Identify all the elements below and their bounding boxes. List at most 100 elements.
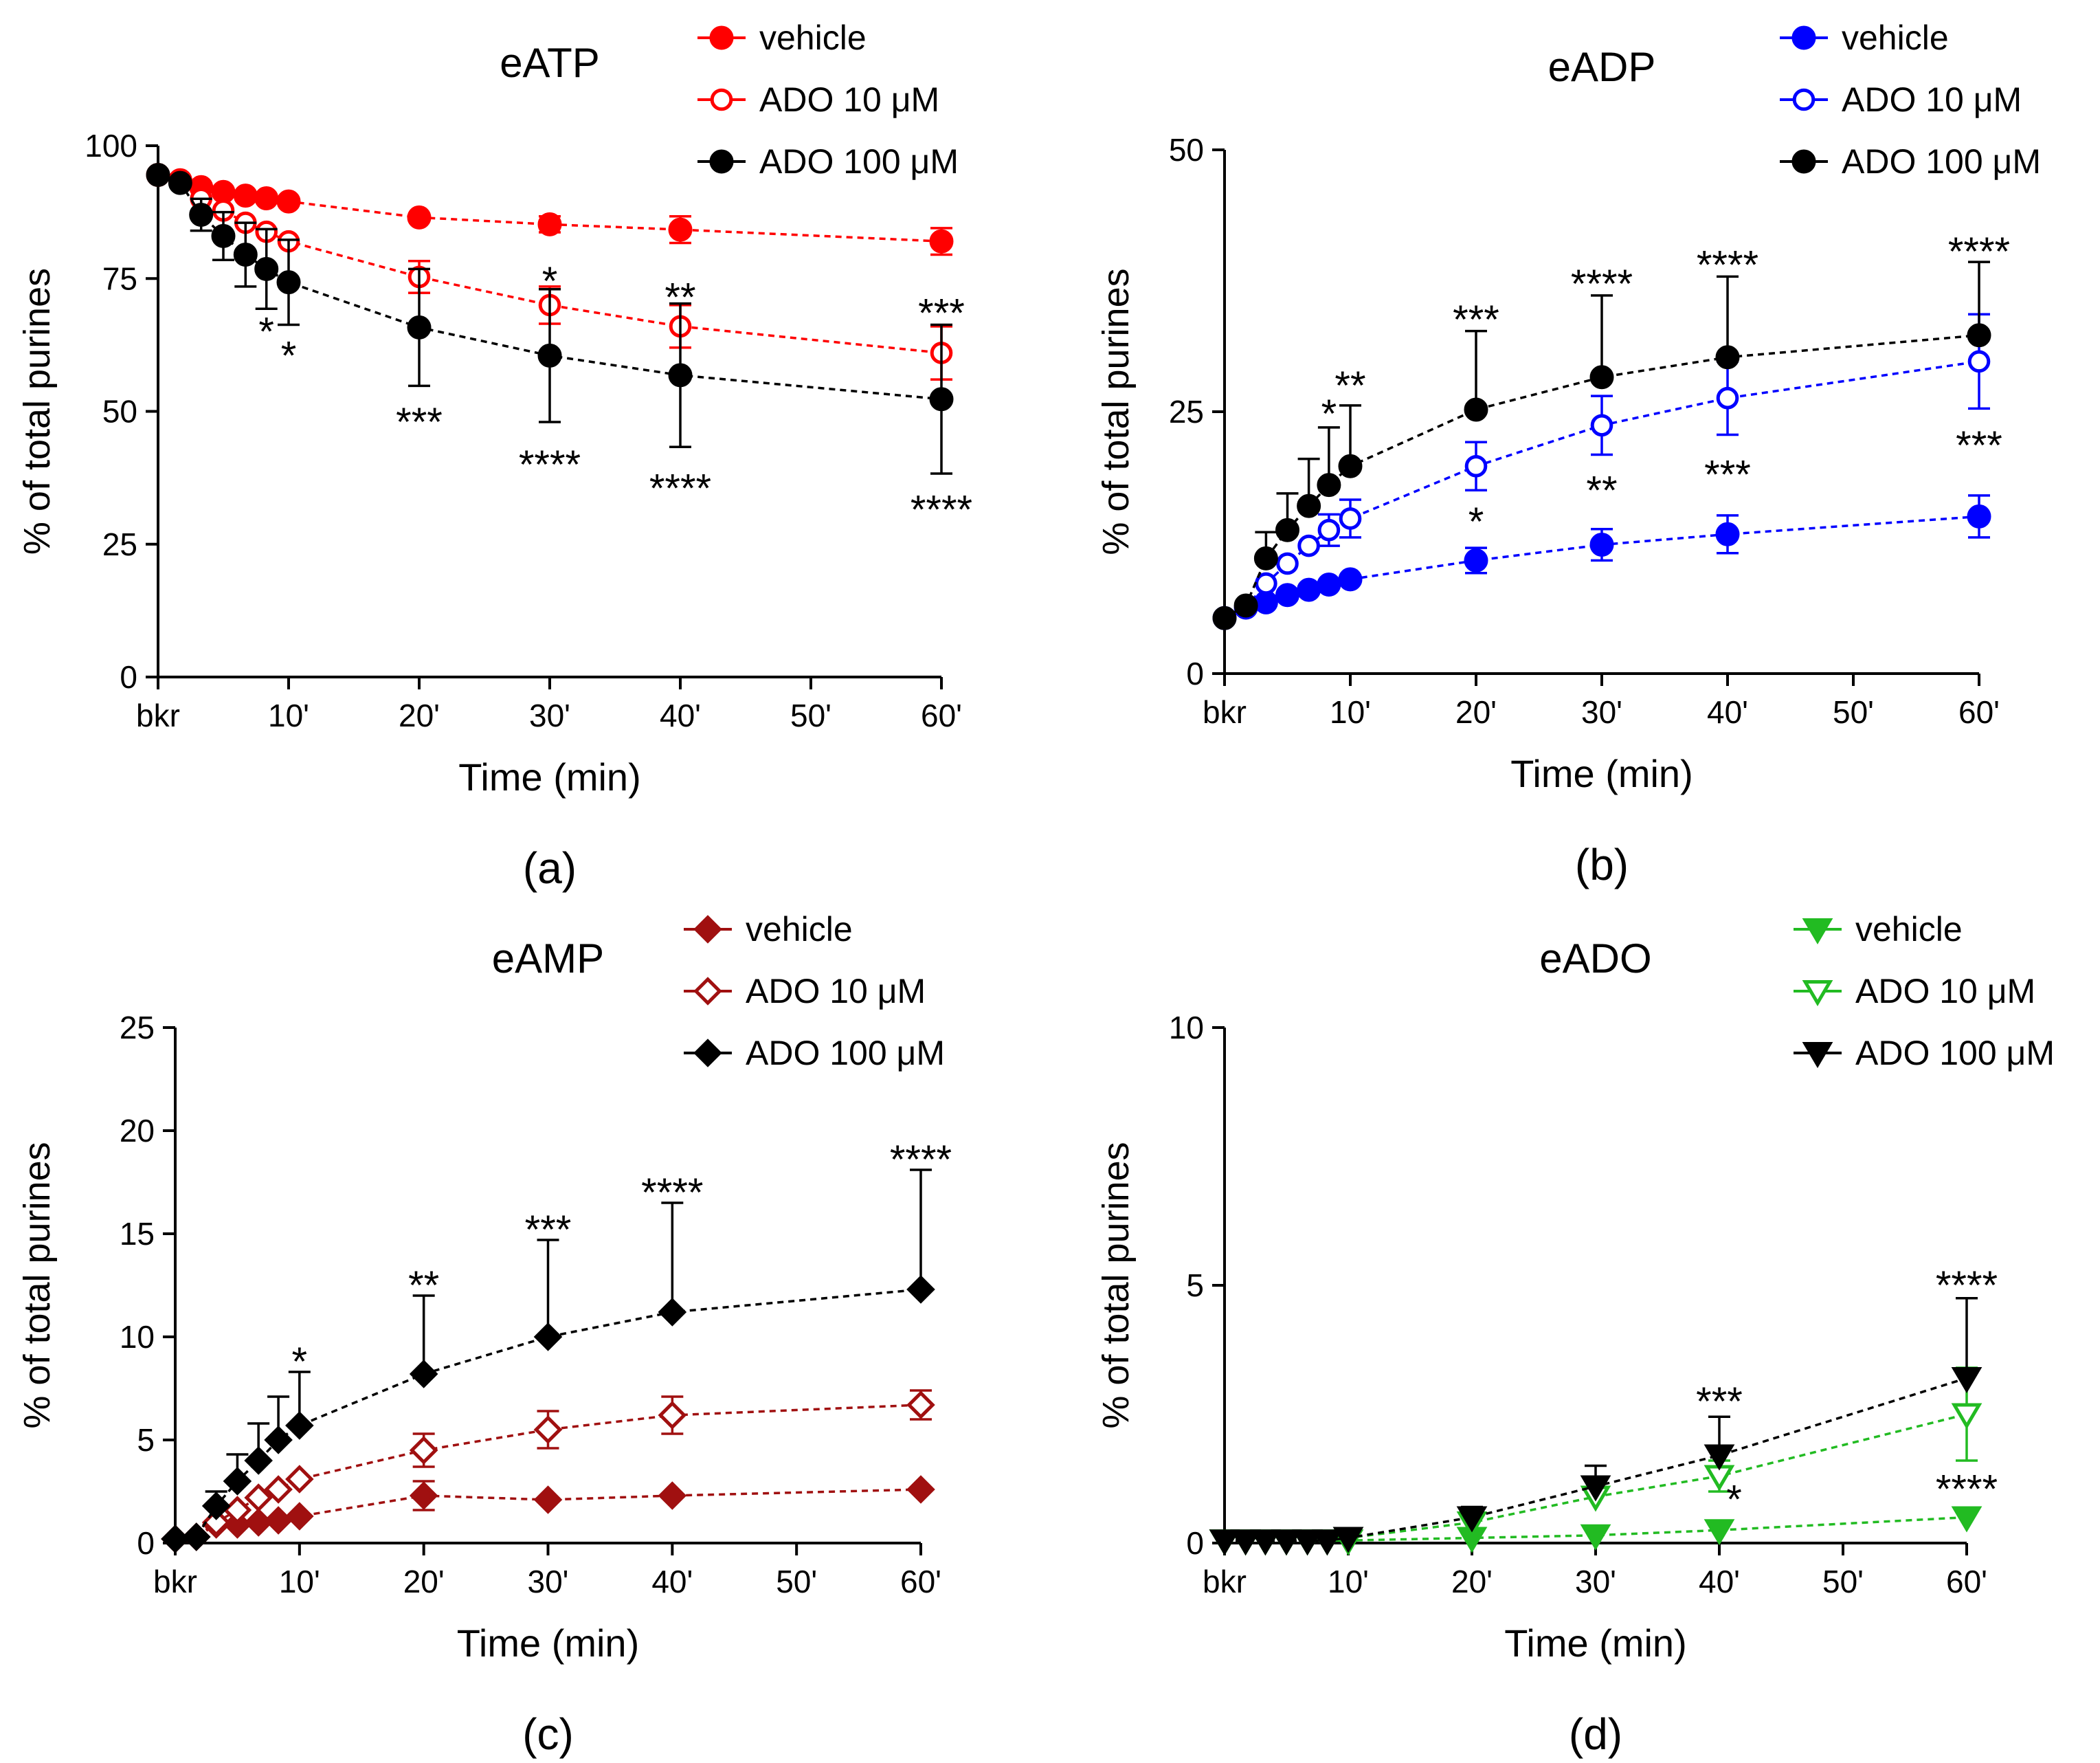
- data-point: [537, 343, 562, 368]
- data-point: [1464, 454, 1488, 478]
- data-point: [409, 1360, 438, 1388]
- data-point: [276, 189, 301, 214]
- legend-label: vehicle: [1842, 19, 1949, 57]
- series-2: [1209, 1297, 1982, 1556]
- y-tick-label: 25: [102, 526, 137, 562]
- x-tick-label: 30': [1575, 1564, 1616, 1599]
- legend: vehicle ADO 10 μM ADO 100 μM: [1780, 19, 2041, 181]
- data-point: [1580, 1524, 1611, 1551]
- panel-3: 0 5 10 bkr 10' 20' 30' 40' 50' 60' Time (min) % of …: [1095, 910, 2055, 1759]
- legend-label: ADO 100 μM: [746, 1034, 945, 1072]
- data-point: [1297, 577, 1321, 602]
- y-tick-label: 10: [1169, 1010, 1204, 1045]
- legend-label: vehicle: [1855, 910, 1963, 949]
- y-axis-label: % of total purines: [1095, 1142, 1137, 1428]
- data-point: [1253, 546, 1278, 570]
- y-tick-label: 75: [102, 260, 137, 296]
- legend-marker: [693, 915, 722, 944]
- legend-marker: [709, 149, 734, 174]
- significance-label: ****: [1697, 243, 1758, 288]
- series-line: [1224, 334, 1980, 619]
- x-tick-label: 60': [900, 1564, 941, 1599]
- y-tick-label: 0: [120, 659, 137, 695]
- data-point: [1704, 1444, 1735, 1471]
- data-point: [285, 1502, 314, 1531]
- data-point: [1967, 350, 1991, 373]
- chart-title: eATP: [500, 40, 600, 86]
- data-point: [1951, 1403, 1982, 1430]
- y-tick-label: 100: [85, 128, 137, 164]
- y-tick-label: 10: [120, 1319, 155, 1355]
- panel-label: (c): [522, 1709, 574, 1759]
- x-tick-label: 30': [529, 698, 570, 733]
- data-point: [233, 184, 258, 208]
- x-tick-label: bkr: [153, 1564, 197, 1599]
- x-tick-label: 20': [403, 1564, 445, 1599]
- data-point: [1715, 345, 1740, 370]
- significance-label: *: [281, 333, 297, 378]
- data-point: [906, 1275, 935, 1304]
- data-point: [264, 1506, 293, 1535]
- x-tick-label: 60': [1958, 694, 2000, 730]
- significance-label: ****: [890, 1138, 952, 1182]
- data-point: [1253, 590, 1278, 614]
- data-point: [1292, 1529, 1323, 1556]
- legend: vehicle ADO 10 μM ADO 100 μM: [697, 19, 959, 181]
- x-axis-label: Time (min): [1504, 1621, 1686, 1665]
- significance-label: ***: [1696, 1379, 1743, 1424]
- data-point: [1276, 552, 1299, 575]
- legend-marker: [1802, 1042, 1833, 1069]
- x-tick-label: 20': [1451, 1564, 1493, 1599]
- significance-label: ****: [911, 488, 972, 533]
- data-point: [223, 1510, 252, 1539]
- data-point: [1338, 454, 1363, 478]
- data-point: [254, 186, 279, 211]
- y-tick-label: 25: [1169, 394, 1204, 430]
- data-point: [1704, 1519, 1735, 1546]
- data-point: [409, 1481, 438, 1510]
- x-tick-label: 10': [279, 1564, 320, 1599]
- panel-label: (d): [1569, 1709, 1622, 1759]
- y-axis-label: % of total purines: [16, 1142, 58, 1428]
- data-point: [1297, 494, 1321, 518]
- x-tick-label: bkr: [136, 698, 180, 733]
- y-tick-label: 5: [1186, 1267, 1204, 1303]
- data-point: [407, 315, 432, 340]
- legend-label: ADO 10 μM: [1842, 80, 2022, 119]
- data-point: [1580, 1475, 1611, 1502]
- data-point: [168, 170, 192, 195]
- y-tick-label: 50: [1169, 132, 1204, 168]
- significance-label: ****: [1936, 1467, 1998, 1511]
- data-point: [1589, 533, 1614, 557]
- data-point: [1715, 522, 1740, 546]
- significance-label: *: [542, 259, 558, 304]
- data-point: [1951, 1506, 1982, 1533]
- legend: vehicle ADO 10 μM ADO 100 μM: [1794, 910, 2055, 1072]
- panel-2: 0 5 10 15 20 25 bkr 10' 20' 30' 40' 50' 60' Time (min…: [16, 910, 952, 1759]
- significance-label: **: [1334, 364, 1365, 408]
- significance-label: ***: [1704, 452, 1751, 497]
- data-point: [254, 256, 279, 281]
- x-axis-label: Time (min): [458, 755, 640, 799]
- data-point: [1456, 1506, 1488, 1533]
- data-point: [1589, 365, 1614, 390]
- x-tick-label: 60': [921, 698, 962, 733]
- legend-label: ADO 10 μM: [1855, 972, 2035, 1010]
- legend-marker: [693, 1039, 722, 1067]
- panel-label: (a): [523, 843, 577, 893]
- data-point: [906, 1390, 935, 1419]
- significance-label: *: [258, 310, 274, 355]
- data-point: [233, 242, 258, 267]
- data-point: [1297, 534, 1320, 557]
- series-2: [161, 1168, 935, 1553]
- data-point: [201, 1492, 231, 1520]
- data-point: [1967, 323, 1991, 348]
- significance-label: ****: [649, 467, 711, 511]
- data-point: [1590, 414, 1613, 437]
- significance-label: ***: [1956, 423, 2002, 468]
- y-axis-label: % of total purines: [1095, 268, 1137, 555]
- significance-label: ***: [1453, 298, 1499, 342]
- series-line: [1225, 1377, 1967, 1542]
- data-point: [1464, 397, 1488, 422]
